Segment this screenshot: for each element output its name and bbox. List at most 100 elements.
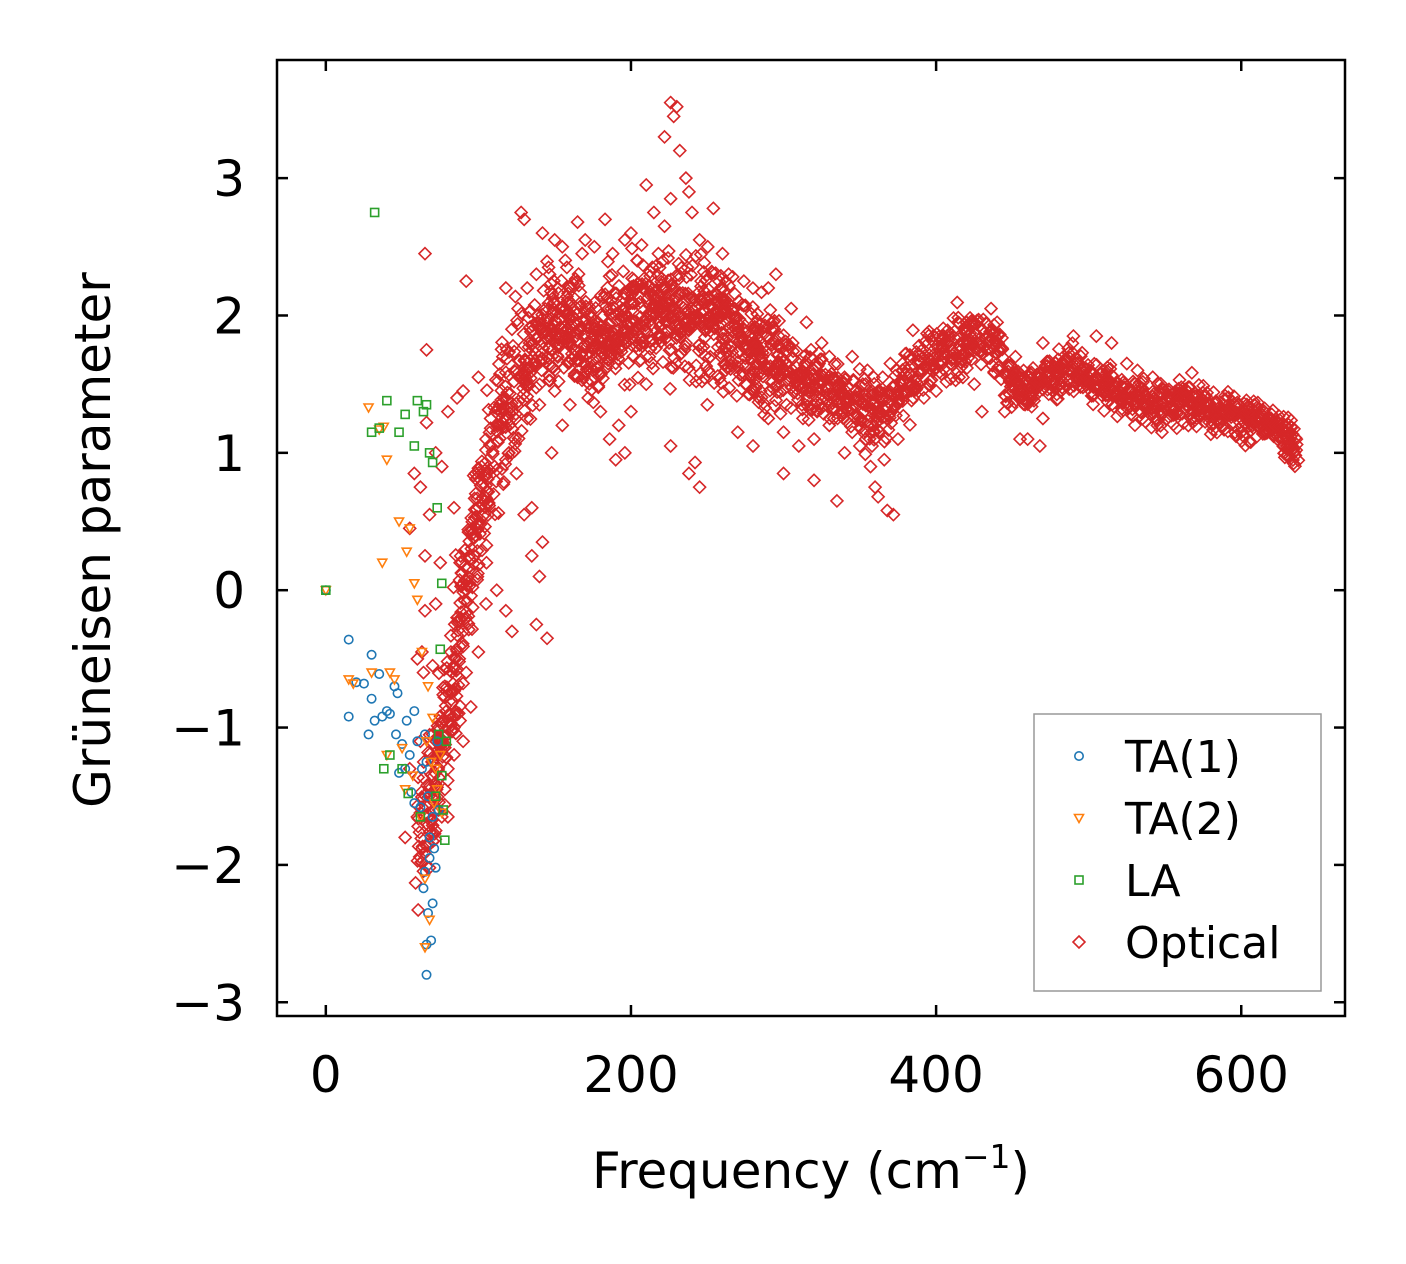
optical-point bbox=[529, 617, 544, 632]
acoustic-point bbox=[424, 832, 435, 843]
acoustic-point bbox=[376, 558, 389, 569]
optical-point bbox=[563, 317, 579, 332]
optical-point bbox=[725, 355, 740, 370]
optical-point bbox=[854, 413, 869, 429]
optical-point bbox=[532, 397, 547, 412]
optical-point bbox=[936, 328, 951, 344]
optical-point bbox=[602, 431, 617, 447]
optical-point bbox=[718, 340, 733, 355]
optical-point bbox=[1114, 378, 1129, 394]
optical-point bbox=[505, 338, 521, 354]
optical-point bbox=[1115, 394, 1130, 410]
optical-point bbox=[843, 419, 859, 434]
optical-point bbox=[417, 246, 433, 261]
optical-point bbox=[613, 312, 628, 327]
optical-point bbox=[525, 350, 541, 365]
tick-labels: 0 200 400 600 −3 −2 −1 0 1 2 3 bbox=[171, 150, 1289, 1104]
optical-point bbox=[547, 324, 562, 339]
optical-point bbox=[553, 333, 569, 348]
optical-point bbox=[1127, 418, 1143, 433]
optical-point bbox=[573, 347, 588, 362]
optical-point bbox=[1142, 394, 1158, 409]
optical-point bbox=[678, 339, 693, 354]
acoustic-point bbox=[403, 524, 416, 535]
optical-point bbox=[681, 360, 696, 375]
legend-items: TA(1) TA(2) LA Optical bbox=[1071, 732, 1280, 969]
x-tick-label: 400 bbox=[888, 1046, 983, 1104]
optical-point bbox=[657, 129, 672, 145]
optical-point bbox=[672, 143, 687, 158]
optical-point bbox=[525, 398, 540, 413]
optical-point bbox=[852, 438, 867, 454]
optical-point bbox=[408, 875, 423, 891]
optical-point bbox=[511, 431, 526, 446]
optical-point bbox=[602, 316, 617, 331]
optical-point bbox=[716, 384, 731, 399]
optical-point bbox=[905, 323, 921, 338]
acoustic-point bbox=[432, 736, 443, 747]
optical-point bbox=[986, 317, 1002, 332]
optical-point bbox=[589, 351, 604, 366]
optical-point bbox=[539, 631, 555, 646]
optical-point bbox=[991, 342, 1006, 357]
optical-point bbox=[700, 363, 716, 378]
optical-point bbox=[487, 507, 503, 522]
optical-point bbox=[693, 279, 709, 294]
optical-point bbox=[520, 389, 535, 404]
optical-point bbox=[1008, 349, 1023, 364]
optical-point bbox=[596, 308, 611, 323]
optical-point bbox=[776, 425, 791, 440]
optical-point bbox=[814, 335, 829, 351]
optical-point bbox=[916, 390, 932, 406]
optical-point bbox=[745, 438, 761, 454]
acoustic-point bbox=[388, 675, 401, 686]
optical-point bbox=[489, 583, 504, 598]
optical-point bbox=[822, 349, 837, 364]
acoustic-point bbox=[423, 915, 436, 926]
optical-point bbox=[979, 350, 995, 365]
optical-point bbox=[1264, 407, 1279, 422]
optical-point bbox=[450, 628, 465, 643]
optical-point bbox=[453, 595, 468, 611]
optical-point bbox=[826, 373, 841, 388]
optical-point bbox=[539, 254, 555, 269]
optical-point bbox=[826, 403, 841, 418]
optical-point bbox=[516, 327, 531, 342]
optical-point bbox=[670, 319, 685, 334]
optical-point bbox=[1004, 400, 1019, 415]
optical-point bbox=[747, 384, 762, 400]
optical-point bbox=[799, 315, 814, 330]
legend: TA(1) TA(2) LA Optical bbox=[1033, 713, 1322, 992]
acoustic-point bbox=[401, 715, 412, 726]
optical-point bbox=[527, 297, 542, 313]
optical-point bbox=[474, 459, 489, 474]
optical-point bbox=[902, 417, 918, 432]
optical-point bbox=[479, 555, 494, 570]
optical-point bbox=[694, 274, 709, 289]
acoustic-point bbox=[377, 422, 390, 433]
optical-point bbox=[946, 346, 961, 361]
optical-point bbox=[761, 411, 776, 426]
optical-point bbox=[535, 307, 550, 322]
optical-point bbox=[642, 349, 657, 364]
optical-point bbox=[547, 295, 562, 310]
optical-point bbox=[744, 336, 759, 352]
optical-point bbox=[734, 297, 750, 312]
optical-point bbox=[735, 365, 750, 380]
acoustic-point bbox=[422, 682, 434, 693]
optical-point bbox=[725, 269, 740, 284]
optical-point bbox=[974, 404, 990, 419]
optical-point bbox=[1024, 399, 1039, 414]
optical-point bbox=[646, 205, 661, 220]
optical-point bbox=[494, 342, 509, 357]
optical-point bbox=[495, 349, 510, 364]
optical-point bbox=[564, 309, 579, 324]
optical-point bbox=[688, 309, 704, 325]
acoustic-point bbox=[415, 812, 426, 822]
optical-point bbox=[494, 461, 510, 477]
optical-point bbox=[478, 596, 494, 612]
optical-point bbox=[524, 500, 539, 515]
acoustic-point bbox=[409, 706, 420, 717]
optical-point bbox=[997, 404, 1012, 419]
optical-point bbox=[535, 534, 550, 550]
